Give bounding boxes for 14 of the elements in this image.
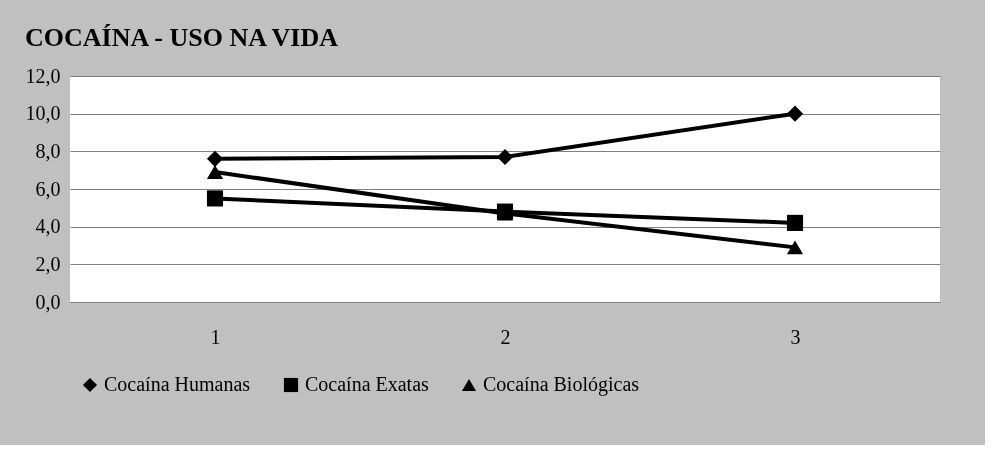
legend-label: Cocaína Humanas [104,373,251,395]
legend-label: Cocaína Exatas [305,373,430,395]
x-tick-label: 2 [500,325,511,348]
y-tick-label: 12,0 [25,64,61,87]
y-tick-label: 0,0 [35,290,61,313]
x-tick-label: 1 [210,325,221,348]
x-tick-label: 3 [790,325,801,348]
legend-label: Cocaína Biológicas [483,373,640,396]
y-tick-label: 2,0 [35,252,61,275]
y-tick-label: 10,0 [25,102,61,125]
y-tick-label: 8,0 [35,139,61,162]
chart-title: COCAÍNA - USO NA VIDA [25,23,339,52]
y-tick-label: 6,0 [35,177,61,200]
y-tick-label: 4,0 [35,215,61,238]
